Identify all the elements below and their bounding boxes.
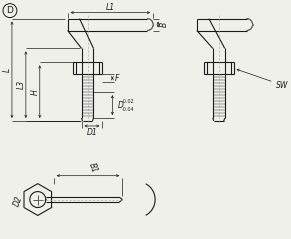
Text: L1: L1	[106, 3, 115, 12]
Text: L3: L3	[16, 80, 25, 89]
Text: -0.04: -0.04	[121, 107, 134, 112]
Text: H: H	[30, 89, 39, 95]
Text: B: B	[159, 22, 168, 27]
Text: D2: D2	[12, 195, 24, 208]
Text: D: D	[6, 6, 13, 15]
Text: F: F	[115, 74, 120, 83]
Text: D: D	[117, 101, 123, 110]
Text: B1: B1	[87, 161, 99, 174]
Text: D1: D1	[87, 128, 97, 137]
Text: SW: SW	[237, 69, 289, 90]
Text: L: L	[2, 68, 11, 72]
Text: -0.02: -0.02	[121, 99, 134, 103]
